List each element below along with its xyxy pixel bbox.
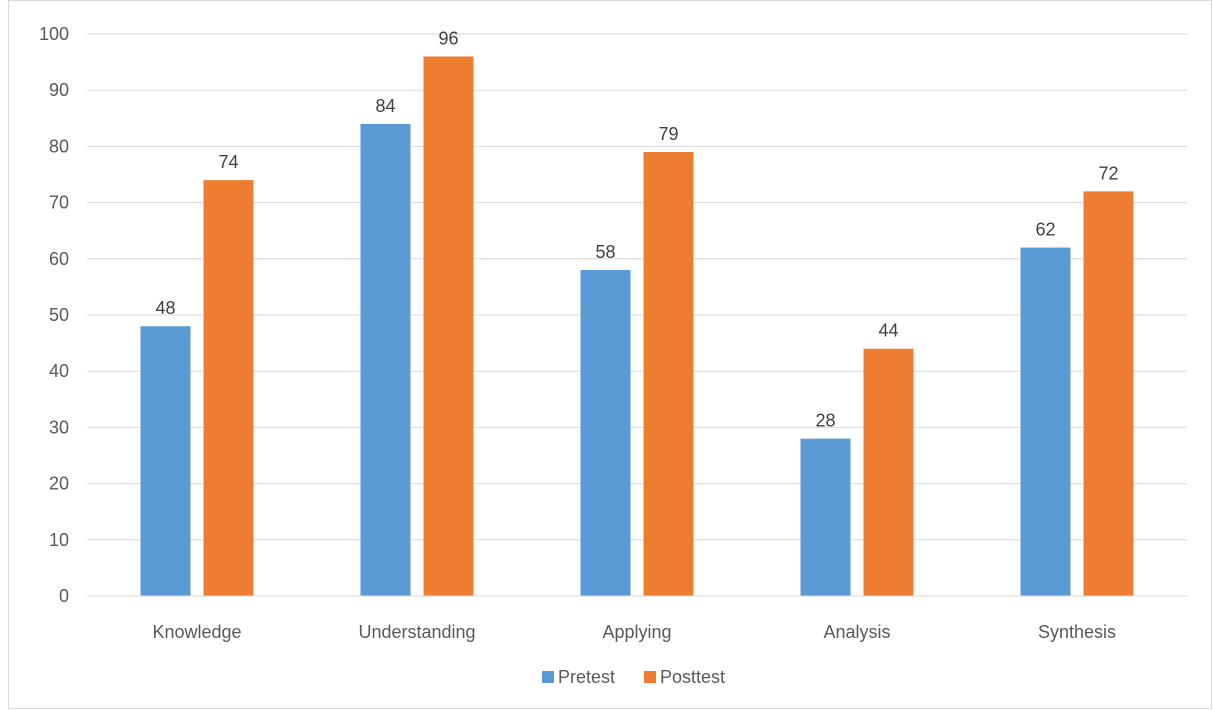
bar-posttest-applying [643,152,694,596]
x-category-label: Synthesis [1038,622,1116,642]
y-tick-label: 100 [39,24,69,44]
legend-label: Posttest [660,667,725,687]
data-label: 58 [595,242,615,262]
data-label: 74 [218,152,238,172]
x-category-label: Applying [602,622,671,642]
bar-chart: 0 10 20 30 40 50 60 70 80 90 100 48 74 84 96 58 79 28 44 6… [39,24,1187,687]
bar-pretest-synthesis [1020,247,1071,596]
legend-swatch-pretest [542,671,554,683]
data-label: 28 [815,411,835,431]
y-tick-label: 10 [49,530,69,550]
y-axis-tick-labels: 0 10 20 30 40 50 60 70 80 90 100 [39,24,69,606]
x-category-label: Analysis [823,622,890,642]
gridlines [87,33,1187,597]
y-tick-label: 0 [59,586,69,606]
bars [140,56,1134,597]
y-tick-label: 50 [49,305,69,325]
y-tick-label: 70 [49,193,69,213]
y-tick-label: 40 [49,361,69,381]
bar-posttest-understanding [423,56,474,597]
y-tick-label: 20 [49,474,69,494]
x-category-label: Understanding [358,622,475,642]
data-label: 72 [1098,163,1118,183]
x-axis: Knowledge Understanding Applying Analysis Sy… [87,595,1187,642]
data-label: 84 [375,96,395,116]
data-label: 96 [438,28,458,48]
y-tick-label: 80 [49,136,69,156]
data-label: 79 [658,124,678,144]
bar-pretest-understanding [360,123,411,597]
y-tick-label: 30 [49,417,69,437]
x-category-label: Knowledge [152,622,241,642]
bar-pretest-knowledge [140,326,191,596]
legend: Pretest Posttest [542,667,725,687]
legend-label: Pretest [558,667,615,687]
bar-pretest-analysis [800,438,851,596]
data-label: 62 [1035,220,1055,240]
bar-pretest-applying [580,270,631,596]
bar-posttest-synthesis [1083,191,1134,597]
data-label: 48 [155,298,175,318]
legend-swatch-posttest [644,671,656,683]
y-tick-label: 90 [49,80,69,100]
chart-frame: 0 10 20 30 40 50 60 70 80 90 100 48 74 84 96 58 79 28 44 6… [8,0,1212,709]
bar-posttest-analysis [863,348,914,596]
data-label: 44 [878,321,898,341]
bar-posttest-knowledge [203,180,254,596]
y-tick-label: 60 [49,249,69,269]
data-labels: 48 74 84 96 58 79 28 44 62 72 [155,28,1118,430]
